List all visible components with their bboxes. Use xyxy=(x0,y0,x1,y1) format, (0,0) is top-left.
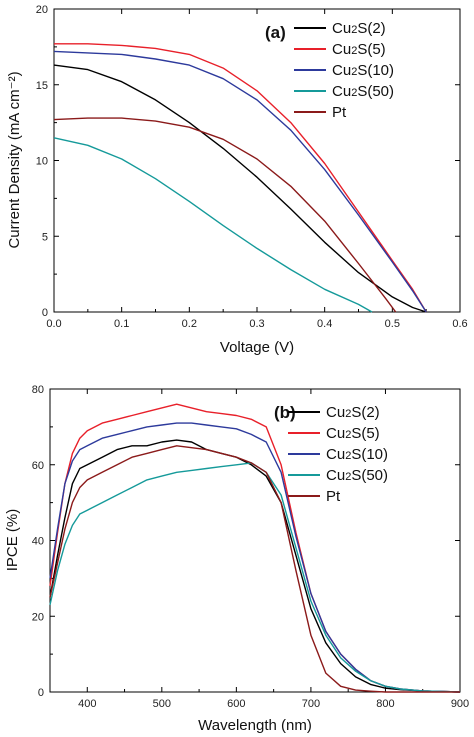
y-tick-label: 0 xyxy=(42,307,48,319)
legend-label-cu2s-50: Cu2S(50) xyxy=(332,83,394,100)
y-tick-label: 20 xyxy=(32,611,44,623)
x-tick-labels: 400 500 600 700 800 900 xyxy=(78,698,469,710)
legend-label-cu2s-2: Cu2S(2) xyxy=(332,20,386,37)
series-lines xyxy=(53,43,427,313)
y-tick-label: 80 xyxy=(32,384,44,396)
y-axis-title: IPCE (%) xyxy=(4,509,21,572)
y-tick-label: 0 xyxy=(38,687,44,699)
series-line-cu2s-10 xyxy=(49,422,461,693)
legend-label-cu2s-50: Cu2S(50) xyxy=(326,467,388,484)
y-tick-label: 20 xyxy=(36,4,48,16)
chart-panel-b: 400 500 600 700 800 900 0 20 40 60 80 (b) Cu2S(2)… xyxy=(4,384,469,734)
x-tick-label: 0.5 xyxy=(385,318,400,330)
panel-label: (a) xyxy=(265,23,286,42)
y-tick-labels: 0 5 10 15 20 xyxy=(36,4,48,319)
x-axis-title: Wavelength (nm) xyxy=(198,717,312,734)
series-line-pt xyxy=(53,117,397,313)
y-tick-label: 10 xyxy=(36,156,48,168)
legend-label-cu2s-5: Cu2S(5) xyxy=(332,41,386,58)
legend-label-cu2s-10: Cu2S(10) xyxy=(326,446,388,463)
x-tick-label: 0.4 xyxy=(317,318,332,330)
x-tick-label: 700 xyxy=(302,698,320,710)
series-lines xyxy=(49,403,461,693)
series-line-pt xyxy=(49,445,460,693)
chart-panel-a: 0.0 0.1 0.2 0.3 0.4 0.5 0.6 0 5 10 15 20 (a) Cu2S(… xyxy=(6,4,468,356)
y-tick-label: 15 xyxy=(36,80,48,92)
legend-label-pt: Pt xyxy=(332,104,347,121)
y-tick-labels: 0 20 40 60 80 xyxy=(32,384,44,699)
x-axis-title: Voltage (V) xyxy=(220,339,294,356)
series-line-cu2s-50 xyxy=(53,137,373,313)
x-tick-label: 800 xyxy=(376,698,394,710)
x-tick-label: 500 xyxy=(153,698,171,710)
series-line-cu2s-5 xyxy=(54,43,427,313)
y-axis-title: Current Density (mA cm⁻²) xyxy=(6,71,23,248)
x-tick-label: 0.6 xyxy=(452,318,467,330)
y-tick-label: 5 xyxy=(42,231,48,243)
tick-marks xyxy=(53,8,461,313)
x-tick-label: 600 xyxy=(227,698,245,710)
legend: Cu2S(2) Cu2S(5) Cu2S(10) Cu2S(50) Pt xyxy=(294,20,394,121)
series-line-cu2s-50 xyxy=(49,462,461,693)
series-line-cu2s-2 xyxy=(53,64,427,313)
x-tick-label: 0.1 xyxy=(114,318,129,330)
x-tick-label: 0.2 xyxy=(182,318,197,330)
x-tick-label: 400 xyxy=(78,698,96,710)
x-tick-label: 0.3 xyxy=(249,318,264,330)
legend-label-cu2s-2: Cu2S(2) xyxy=(326,404,380,421)
y-tick-label: 40 xyxy=(32,536,44,548)
panel-label: (b) xyxy=(274,403,296,422)
legend: Cu2S(2) Cu2S(5) Cu2S(10) Cu2S(50) Pt xyxy=(288,404,388,505)
x-tick-label: 900 xyxy=(451,698,469,710)
legend-label-cu2s-5: Cu2S(5) xyxy=(326,425,380,442)
legend-label-cu2s-10: Cu2S(10) xyxy=(332,62,394,79)
series-line-cu2s-10 xyxy=(53,50,427,313)
y-tick-label: 60 xyxy=(32,460,44,472)
x-tick-labels: 0.0 0.1 0.2 0.3 0.4 0.5 0.6 xyxy=(46,318,467,330)
tick-marks xyxy=(50,388,461,693)
x-tick-label: 0.0 xyxy=(46,318,61,330)
legend-label-pt: Pt xyxy=(326,488,341,505)
